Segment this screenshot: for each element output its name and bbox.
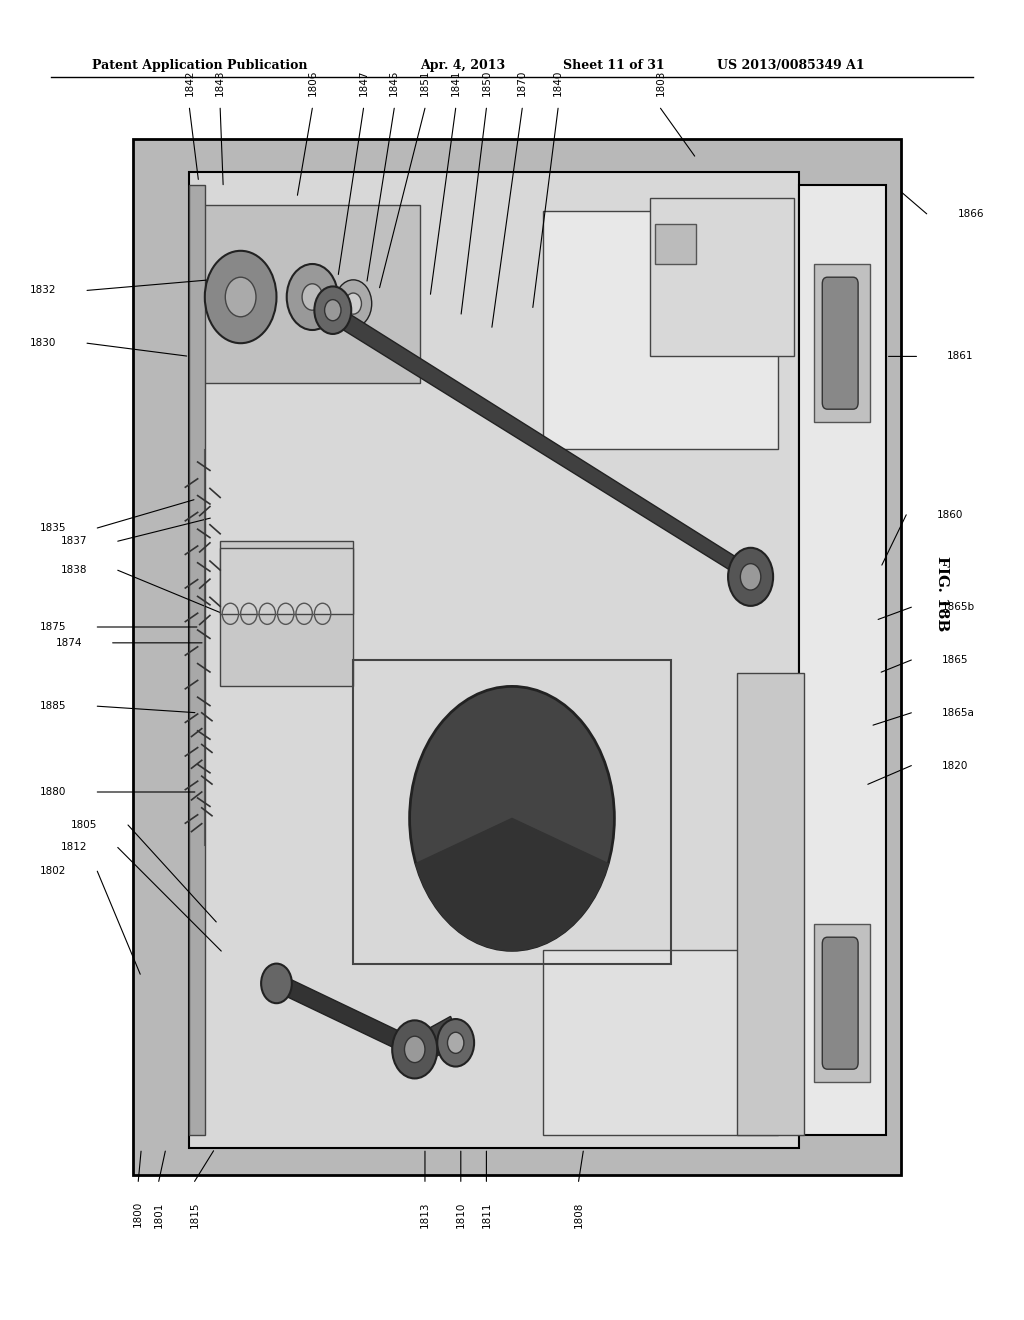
Circle shape [225,277,256,317]
FancyBboxPatch shape [189,185,205,1135]
Text: 1800: 1800 [133,1201,143,1228]
Circle shape [392,1020,437,1078]
Polygon shape [271,970,425,1063]
Polygon shape [323,297,758,587]
Text: 1835: 1835 [40,523,67,533]
Text: FIG. 18B: FIG. 18B [935,556,949,632]
Circle shape [437,1019,474,1067]
Text: Sheet 11 of 31: Sheet 11 of 31 [563,59,665,73]
Circle shape [447,1032,464,1053]
FancyBboxPatch shape [543,211,778,449]
Text: 1801: 1801 [154,1201,164,1228]
Text: 1803: 1803 [655,70,666,96]
FancyBboxPatch shape [822,937,858,1069]
Text: 1832: 1832 [30,285,56,296]
FancyBboxPatch shape [220,541,353,686]
Text: 1815: 1815 [189,1201,200,1228]
Circle shape [728,548,773,606]
FancyBboxPatch shape [814,264,870,422]
Text: US 2013/0085349 A1: US 2013/0085349 A1 [717,59,864,73]
FancyBboxPatch shape [133,139,901,1175]
Text: 1820: 1820 [942,760,969,771]
Text: 1870: 1870 [517,70,527,96]
Text: 1850: 1850 [481,70,492,96]
Text: 1838: 1838 [60,565,87,576]
Circle shape [287,264,338,330]
FancyBboxPatch shape [822,277,858,409]
FancyBboxPatch shape [220,548,353,614]
FancyBboxPatch shape [814,924,870,1082]
Circle shape [335,280,372,327]
Text: 1843: 1843 [215,70,225,96]
Text: 1866: 1866 [957,209,984,219]
Circle shape [325,300,341,321]
Text: 1842: 1842 [184,70,195,96]
Text: 1810: 1810 [456,1201,466,1228]
FancyBboxPatch shape [799,185,886,1135]
FancyBboxPatch shape [650,198,794,356]
Circle shape [740,564,761,590]
Text: 1830: 1830 [30,338,56,348]
FancyBboxPatch shape [737,673,804,1135]
FancyBboxPatch shape [543,950,778,1135]
Text: 1880: 1880 [40,787,67,797]
Text: 1841: 1841 [451,70,461,96]
Circle shape [302,284,323,310]
Polygon shape [415,1016,461,1063]
Text: 1865a: 1865a [942,708,975,718]
FancyBboxPatch shape [655,224,696,264]
Circle shape [345,293,361,314]
Text: 1861: 1861 [947,351,974,362]
Text: 1806: 1806 [307,70,317,96]
Circle shape [261,964,292,1003]
FancyBboxPatch shape [195,205,420,383]
Text: 1813: 1813 [420,1201,430,1228]
Text: 1874: 1874 [55,638,82,648]
FancyBboxPatch shape [189,172,799,1148]
Text: 1808: 1808 [573,1201,584,1228]
Text: 1802: 1802 [40,866,67,876]
Text: 1847: 1847 [358,70,369,96]
Text: 1860: 1860 [937,510,964,520]
Text: 1885: 1885 [40,701,67,711]
Text: 1840: 1840 [553,70,563,96]
Text: 1865b: 1865b [942,602,975,612]
Circle shape [410,686,614,950]
Text: 1845: 1845 [389,70,399,96]
Text: Patent Application Publication: Patent Application Publication [92,59,307,73]
Circle shape [314,286,351,334]
Text: Apr. 4, 2013: Apr. 4, 2013 [420,59,505,73]
Text: 1805: 1805 [71,820,97,830]
Text: 1875: 1875 [40,622,67,632]
Text: 1851: 1851 [420,70,430,96]
Circle shape [205,251,276,343]
Text: 1865: 1865 [942,655,969,665]
Text: 1811: 1811 [481,1201,492,1228]
Circle shape [404,1036,425,1063]
Wedge shape [416,818,608,950]
Text: 1812: 1812 [60,842,87,853]
Text: 1837: 1837 [60,536,87,546]
